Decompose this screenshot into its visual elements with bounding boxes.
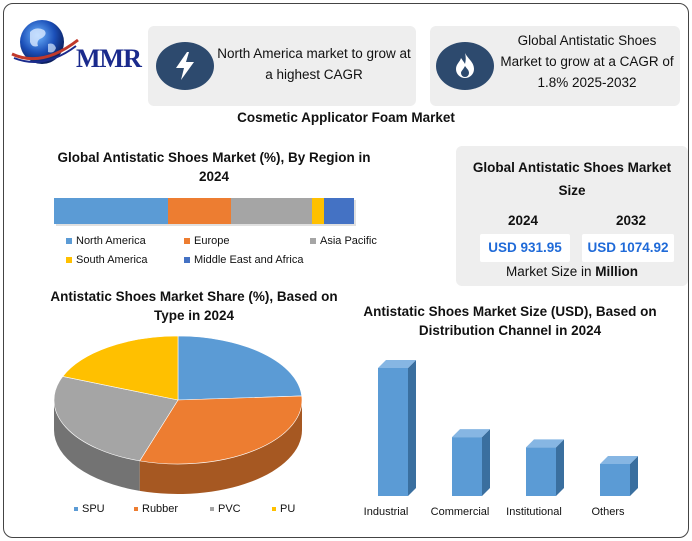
legend-label: North America [76, 235, 146, 247]
bar-side [408, 360, 416, 496]
legend-item: Asia Pacific [310, 235, 377, 247]
market-size-unit-prefix: Market Size in [505, 264, 596, 279]
market-size-2024-value: USD 931.95 [480, 234, 570, 262]
infographic-frame: MMR North America market to grow at a hi… [3, 3, 689, 538]
type-chart-title: Antistatic Shoes Market Share (%), Based… [50, 289, 338, 323]
legend-label: Middle East and Africa [194, 254, 304, 266]
region-stacked-bar-chart [54, 198, 356, 226]
pie-slice-side [54, 400, 140, 491]
legend-swatch [310, 238, 316, 244]
channel-chart-title: Antistatic Shoes Market Size (USD), Base… [363, 304, 657, 338]
legend-swatch [272, 507, 276, 511]
page-title: Cosmetic Applicator Foam Market [237, 110, 455, 125]
channel-bar-chart [378, 360, 638, 496]
pie-slice [177, 335, 303, 401]
market-size-title: Global Antistatic Shoes Market Size [472, 160, 672, 198]
x-tick-label: Industrial [363, 506, 409, 518]
lightning-icon [156, 42, 214, 90]
highlight-card-cagr: Global Antistatic Shoes Market to grow a… [430, 26, 680, 106]
bar-top [526, 439, 564, 448]
legend-label: PVC [218, 503, 241, 515]
legend-item: SPU [74, 503, 105, 515]
bar [526, 447, 556, 496]
legend-label: South America [76, 254, 148, 266]
legend-item: North America [66, 235, 146, 247]
legend-swatch [134, 507, 138, 511]
market-size-unit: Million [595, 264, 639, 279]
legend-label: PU [280, 503, 296, 515]
highlight-card-text: North America market to grow at a highes… [217, 46, 411, 82]
market-size-panel: Global Antistatic Shoes Market Size 2024… [456, 146, 688, 286]
globe-icon [11, 20, 79, 64]
bar [378, 368, 408, 496]
bar-top [378, 360, 416, 368]
bar-side [630, 456, 638, 496]
bar [452, 437, 482, 496]
region-chart-title: Global Antistatic Shoes Market (%), By R… [57, 150, 371, 184]
flame-icon [436, 42, 494, 90]
bar [600, 464, 630, 496]
x-tick-label: Institutional [506, 506, 562, 518]
highlight-card-north-america: North America market to grow at a highes… [148, 26, 416, 106]
legend-item: PU [272, 503, 295, 515]
pie-slice [62, 335, 179, 401]
market-size-2032-value: USD 1074.92 [582, 234, 674, 262]
highlight-card-text: Global Antistatic Shoes Market to grow a… [500, 33, 674, 90]
pie-slice [139, 395, 303, 465]
legend-item: Middle East and Africa [184, 254, 303, 266]
bar-side [556, 439, 564, 496]
legend-item: Rubber [134, 503, 178, 515]
legend-swatch [66, 257, 72, 263]
year-2032-label: 2032 [616, 213, 647, 228]
region-bar-segment [231, 198, 312, 224]
bar-side [482, 429, 490, 496]
legend-swatch [74, 507, 78, 511]
region-bar-segment [324, 198, 354, 224]
legend-swatch [184, 257, 190, 263]
pie-slice [54, 376, 179, 462]
pie-slice-side [139, 400, 302, 494]
legend-swatch [66, 238, 72, 244]
legend-label: Rubber [142, 503, 179, 515]
legend-swatch [210, 507, 214, 511]
legend-label: SPU [82, 503, 105, 515]
legend-item: South America [66, 254, 148, 266]
bar-top [452, 429, 490, 438]
region-bar-segment [168, 198, 231, 224]
x-tick-label: Commercial [430, 506, 490, 518]
bar-top [600, 456, 638, 464]
region-bar-segment [312, 198, 324, 224]
logo: MMR [10, 14, 150, 74]
year-2024-label: 2024 [508, 213, 539, 228]
logo-text: MMR [76, 44, 142, 73]
legend-item: Europe [184, 235, 229, 247]
legend-swatch [184, 238, 190, 244]
market-size-unit-note: Market Size in Million [456, 264, 688, 279]
region-bar-segment [54, 198, 168, 224]
legend-label: Asia Pacific [320, 235, 377, 247]
x-tick-label: Others [591, 506, 625, 518]
legend-item: PVC [210, 503, 241, 515]
type-pie-chart [54, 335, 303, 494]
legend-label: Europe [194, 235, 230, 247]
